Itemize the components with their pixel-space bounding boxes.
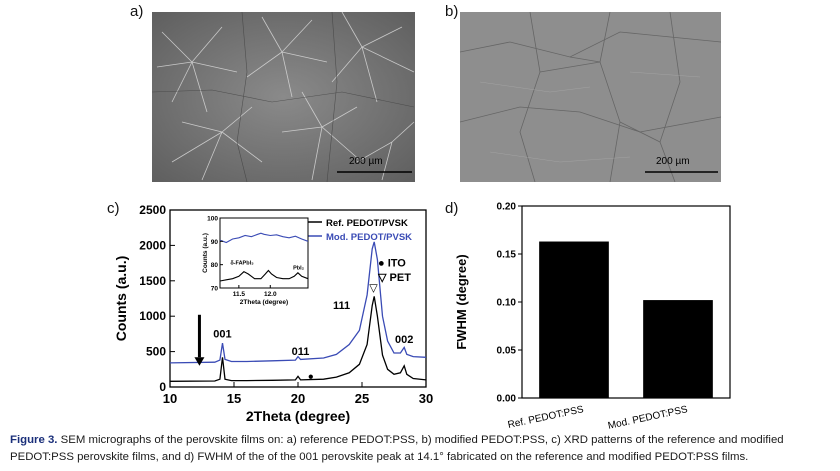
- pet-legend-label: ▽ PET: [377, 272, 411, 284]
- y-axis-label: FWHM (degree): [454, 254, 469, 349]
- inset-y-axis-label: Counts (a.u.): [202, 233, 209, 273]
- figure-caption: Figure 3. SEM micrographs of the perovsk…: [10, 432, 832, 466]
- caption-label: Figure 3.: [10, 434, 58, 446]
- panel-label-b: b): [445, 3, 459, 20]
- inset-y-tick-label: 70: [211, 286, 219, 293]
- sem-image-modified: 200 µm: [460, 12, 721, 182]
- x-tick-label: 10: [163, 391, 177, 406]
- x-axis-label: 2Theta (degree): [246, 408, 350, 424]
- y-tick-label: 500: [146, 345, 166, 359]
- fwhm-bar-chart: 0.00 0.05 0.10 0.15 0.20 FWHM (degree) Ref. PE…: [454, 202, 731, 430]
- x-tick-label: 15: [227, 391, 241, 406]
- x-tick-label: 20: [291, 391, 305, 406]
- inset-peak-label: δ-FAPbI₃: [230, 261, 254, 267]
- x-tick-label: 30: [419, 391, 433, 406]
- sem-image-reference: 200 µm: [152, 12, 415, 182]
- x-category-label: Ref. PEDOT:PSS: [507, 404, 585, 430]
- inset-y-tick-label: 80: [211, 262, 219, 269]
- ito-marker: ●: [308, 372, 314, 383]
- y-axis-label: Counts (a.u.): [113, 256, 129, 342]
- inset-x-tick-label: 11.5: [233, 291, 246, 298]
- y-tick-label: 2000: [139, 238, 166, 252]
- scale-bar-label-b: 200 µm: [656, 156, 690, 167]
- peak-label: 001: [213, 328, 231, 340]
- y-tick-label: 0.15: [497, 250, 517, 261]
- bar: [539, 241, 609, 398]
- y-tick-label: 1500: [139, 274, 166, 288]
- x-tick-label: 25: [355, 391, 369, 406]
- panel-label-d: d): [445, 200, 459, 217]
- inset-y-tick-label: 90: [211, 239, 219, 246]
- ito-legend-label: ● ITO: [378, 258, 406, 270]
- inset-series-line: [219, 232, 309, 244]
- arrow-head: [194, 357, 205, 366]
- inset-x-axis-label: 2Theta (degree): [240, 299, 288, 306]
- legend-label: Mod. PEDOT/PVSK: [326, 232, 412, 243]
- y-tick-label: 0.20: [497, 202, 517, 213]
- inset-peak-label: PbI₂: [293, 265, 305, 271]
- y-tick-label: 0: [159, 380, 166, 394]
- legend-label: Ref. PEDOT/PVSK: [326, 218, 408, 229]
- x-category-label: Mod. PEDOT:PSS: [607, 404, 689, 430]
- peak-label: 011: [292, 346, 310, 358]
- peak-label: 111: [333, 300, 350, 312]
- y-tick-label: 2500: [139, 203, 166, 217]
- series-line: [169, 296, 427, 382]
- inset-y-tick-label: 100: [207, 216, 218, 223]
- panel-label-c: c): [107, 200, 120, 217]
- y-tick-label: 0.00: [497, 394, 517, 405]
- bar: [643, 300, 713, 398]
- pet-marker: ▽: [369, 282, 378, 294]
- scale-bar-label-a: 200 µm: [349, 156, 383, 167]
- inset-x-tick-label: 12.0: [264, 291, 277, 298]
- inset-frame: [219, 217, 309, 289]
- inset-series-line: [219, 269, 309, 282]
- xrd-chart: 10 15 20 25 30 0 500 1000 1500 2000 2500 2Theta (de…: [113, 203, 433, 424]
- y-tick-label: 0.05: [497, 346, 517, 357]
- y-tick-label: 1000: [139, 309, 166, 323]
- y-tick-label: 0.10: [497, 298, 517, 309]
- caption-text: SEM micrographs of the perovskite films …: [10, 434, 784, 463]
- series-line: [169, 241, 427, 364]
- peak-label: 002: [395, 334, 413, 346]
- panel-label-a: a): [130, 3, 144, 20]
